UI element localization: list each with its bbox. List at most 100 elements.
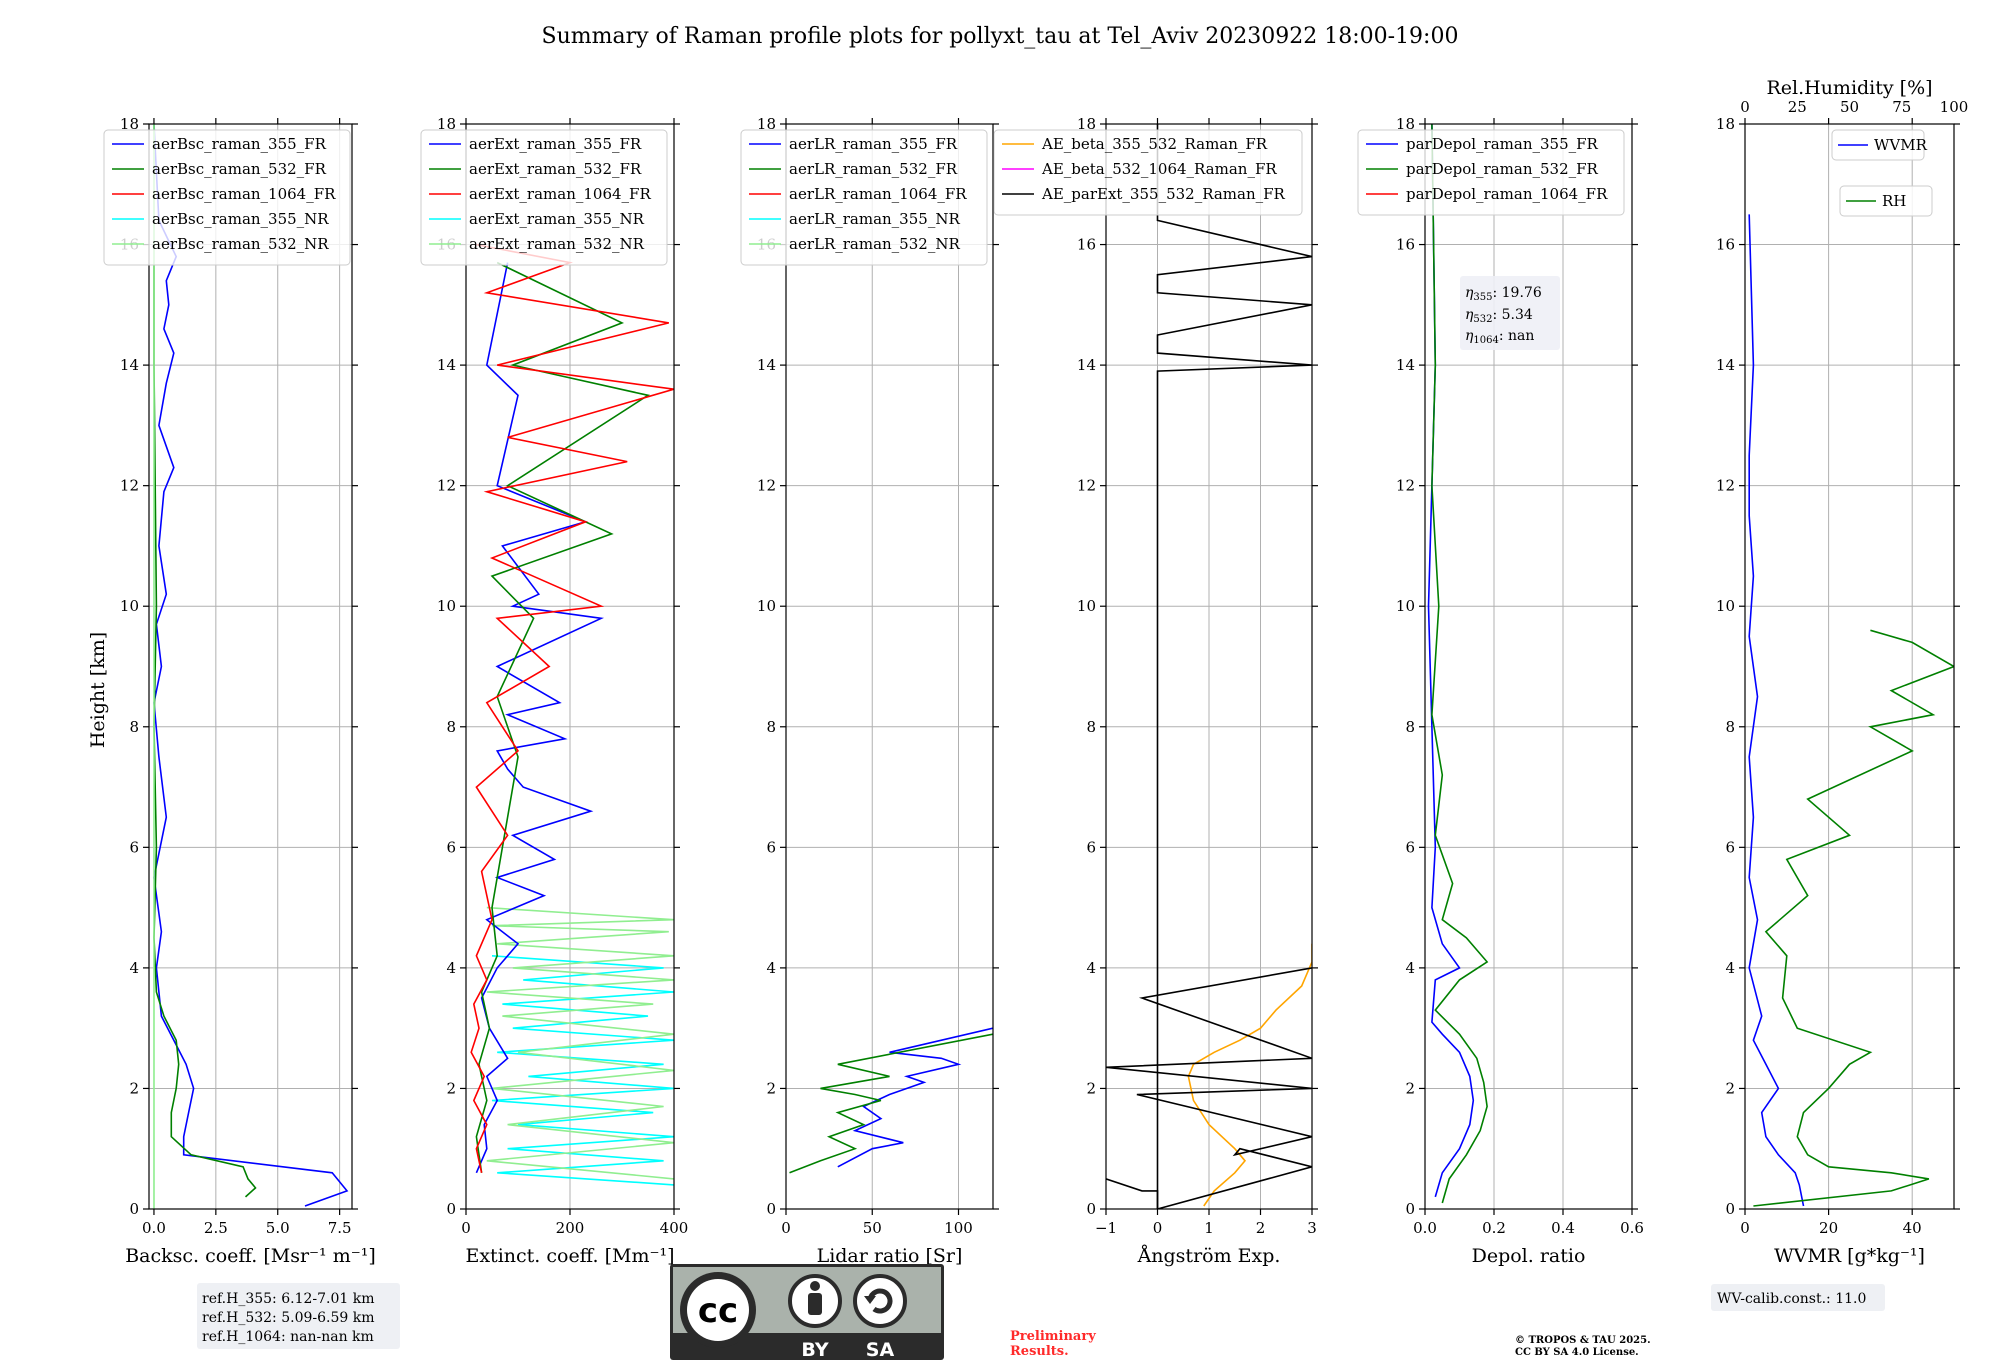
x2-tick-label: 75 [1892,98,1911,116]
legend-entry: AE_parExt_355_532_Raman_FR [1041,185,1286,203]
y-tick-label: 10 [437,597,456,615]
y-tick-label: 14 [1077,356,1096,374]
legend: parDepol_raman_355_FR parDepol_raman_532_… [1357,129,1625,216]
y-tick-label: 8 [766,718,776,736]
eta-1064: η1064: nan [1465,328,1534,346]
y-tick-label: 0 [1405,1200,1415,1218]
x2-tick-label: 100 [1940,98,1969,116]
series-aerExt_raman_532_NR [486,906,674,1180]
series-aerExt_raman_1064_FR [470,243,674,1173]
y-tick-label: 12 [437,477,456,495]
series-aerExt_raman_532_FR [475,261,651,1173]
x-tick-label: 5.0 [266,1219,290,1237]
x-tick-label: −1 [1095,1219,1117,1237]
x-tick-label: 0.6 [1620,1219,1644,1237]
legend: aerExt_raman_355_FR aerExt_raman_532_FRae… [420,129,668,266]
x-tick-label: 2 [1256,1219,1266,1237]
x-tick-label: 100 [944,1219,973,1237]
y-tick-label: 0 [766,1200,776,1218]
y-tick-label: 8 [129,718,139,736]
legend-box [740,129,988,266]
legend-entry: aerBsc_raman_532_FR [152,160,327,178]
legend-entry: aerLR_raman_532_NR [789,235,960,253]
y-tick-label: 4 [766,959,776,977]
y-tick-label: 10 [1396,597,1415,615]
y-tick-label: 18 [437,115,456,133]
legend-entry: AE_beta_355_532_Raman_FR [1041,135,1268,153]
y-tick-label: 10 [757,597,776,615]
legend-entry: aerExt_raman_532_NR [469,235,645,253]
series-aerExt_raman_355_FR [475,262,605,1174]
x-tick-label: 3 [1307,1219,1317,1237]
legend-entry: aerBsc_raman_532_NR [152,235,329,253]
legend-box [103,129,351,266]
y-tick-label: 16 [1716,236,1735,254]
series-group [470,243,674,1186]
x-axis-label: Extinct. coeff. [Mm⁻¹] [465,1245,674,1267]
y-tick-label: 14 [1716,356,1735,374]
y-tick-label: 10 [120,597,139,615]
panel-2: 0246810121416180200400Extinct. coeff. [M… [420,115,689,1267]
y-tick-label: 0 [1725,1200,1735,1218]
legend: AE_beta_355_532_Raman_FR AE_beta_532_1064… [993,129,1303,216]
y-tick-label: 10 [1077,597,1096,615]
series-WVMR [1748,214,1805,1207]
series-parDepol_raman_355_FR [1427,124,1475,1198]
series-group [153,124,349,1209]
legend: aerLR_raman_355_FR aerLR_raman_532_FR aerL… [740,129,988,266]
y-tick-label: 2 [129,1079,139,1097]
series-aerBsc_raman_355_FR [153,124,349,1207]
x-tick-label: 0 [1153,1219,1163,1237]
axes-frame [785,123,994,1210]
eta-box [1460,276,1560,350]
legend-box [420,129,668,266]
x2-tick-label: 25 [1788,98,1807,116]
x2-tick-label: 0 [1740,98,1750,116]
license-sa-text: SA [866,1339,895,1360]
y-tick-label: 8 [1086,718,1096,736]
x-tick-label: 0.2 [1482,1219,1506,1237]
x-tick-label: 0.0 [142,1219,166,1237]
x-tick-label: 400 [660,1219,689,1237]
y-tick-label: 6 [129,838,139,856]
legend-entry: aerLR_raman_355_NR [789,210,960,228]
series-group [789,1027,993,1174]
x-tick-label: 7.5 [328,1219,352,1237]
x-tick-label: 0.4 [1551,1219,1575,1237]
y-tick-label: 6 [446,838,456,856]
y-tick-label: 0 [129,1200,139,1218]
panel-6: 0 2 4 6 8 10 12 14 16 18 0 20 40 WVMR [g*kg⁻¹] 0 25 50 75… [1716,77,1968,1267]
cc-by-sa-license-badge: cc BY SA [670,1264,944,1360]
y-tick-label: 2 [1086,1079,1096,1097]
copyright-line1: © TROPOS & TAU 2025. [1515,1335,1651,1346]
y-tick-label: 18 [1716,115,1735,133]
y-tick-label: 10 [1716,597,1735,615]
ref-height-355: ref.H_355: 6.12-7.01 km [202,1291,375,1307]
y-tick-label: 18 [1396,115,1415,133]
axes-frame [148,123,353,1210]
y-tick-label: 6 [1725,838,1735,856]
y-tick-label: 8 [1725,718,1735,736]
x-axis-label: Lidar ratio [Sr] [817,1245,963,1267]
y-tick-label: 8 [446,718,456,736]
x-tick-label: 40 [1903,1219,1922,1237]
legend-entry: aerExt_raman_355_NR [469,210,645,228]
y-tick-label: 12 [1396,477,1415,495]
legend-entry: parDepol_raman_355_FR [1406,135,1599,153]
y-tick-label: 14 [1396,356,1415,374]
y-tick-label: 2 [766,1079,776,1097]
copyright-line2: CC BY SA 4.0 License. [1515,1347,1639,1358]
legend: aerBsc_raman_355_FR aerBsc_raman_532_FRae… [103,129,351,266]
y-tick-label: 12 [1716,477,1735,495]
y-tick-label: 2 [1725,1079,1735,1097]
y-tick-label: 18 [1077,115,1096,133]
legend-entry: aerLR_raman_532_FR [789,160,958,178]
series-group [1427,124,1489,1204]
wv-calib-box: WV-calib.const.: 11.0 [1711,1284,1885,1311]
y-tick-label: 12 [1077,477,1096,495]
legend-box [1831,129,1925,161]
legend-entry: aerBsc_raman_1064_FR [152,185,336,203]
